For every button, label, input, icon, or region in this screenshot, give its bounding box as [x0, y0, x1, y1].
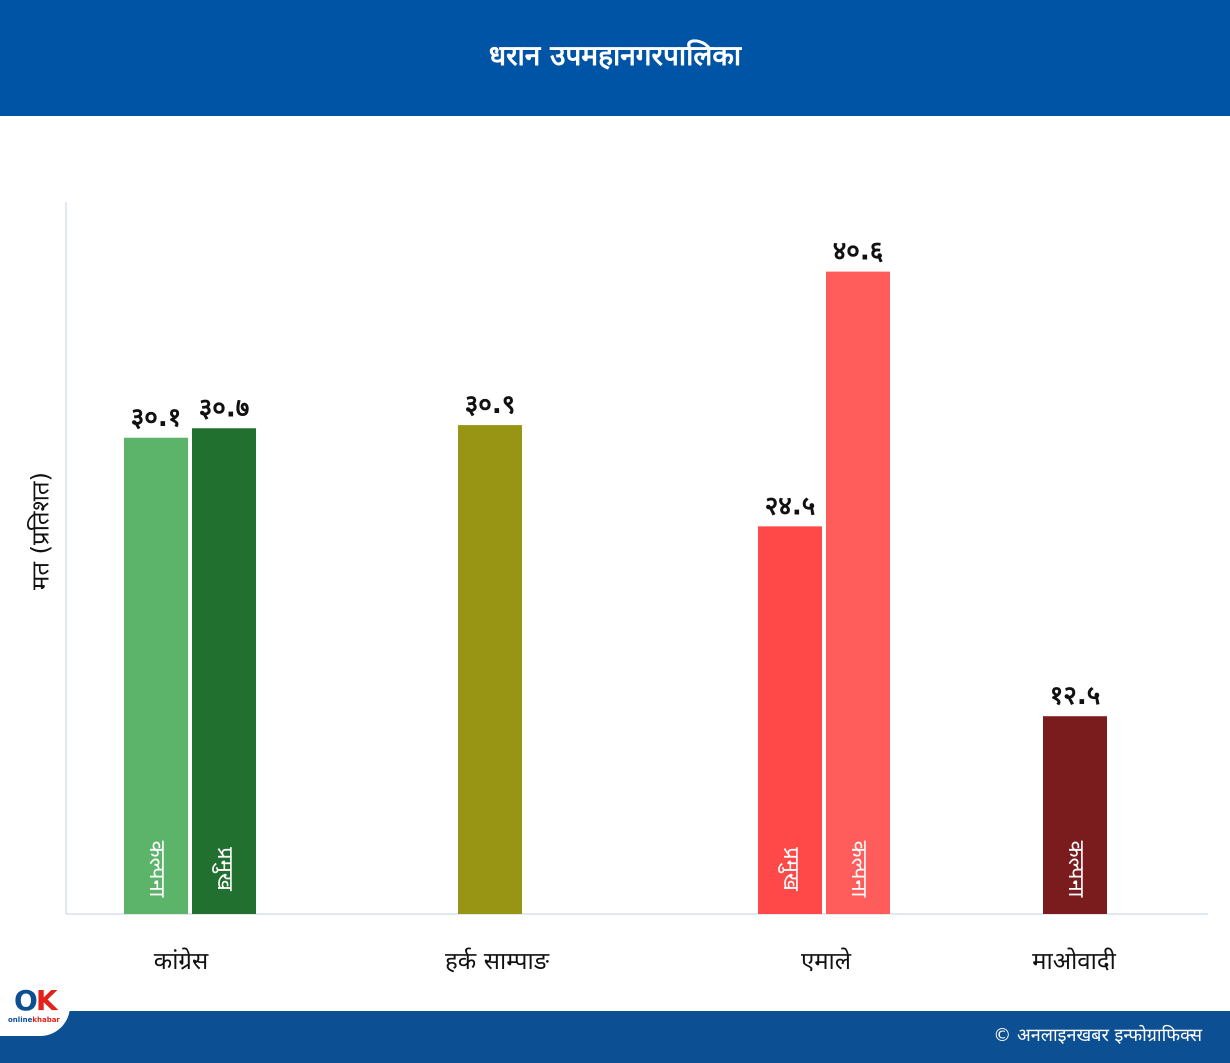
bar-chart: ३०.१ कल्पना ३०.७ प्रमुख ३०.९ २४.५ प्रमुख ४०.६ कल… — [0, 116, 1230, 1011]
bar-2 — [192, 428, 256, 914]
header-bar: धरान उपमहानगरपालिका — [0, 0, 1230, 116]
bar-inner-label-6: कल्पना — [1063, 841, 1088, 898]
bar-6 — [1043, 716, 1107, 914]
bar-4 — [758, 526, 822, 914]
bar-value-label-3: ३०.९ — [465, 390, 515, 420]
logo-mark: OK — [14, 984, 57, 1017]
bar-inner-label-2: प्रमुख — [212, 847, 237, 892]
x-category-label-2: हर्क साम्पाङ — [445, 947, 550, 975]
page-title: धरान उपमहानगरपालिका — [488, 39, 742, 72]
footer-credit: © अनलाइनखबर इन्फोग्राफिक्स — [993, 1025, 1202, 1046]
bar-inner-label-1: कल्पना — [144, 841, 169, 898]
bar-inner-label-4: प्रमुख — [778, 847, 803, 892]
bar-5 — [826, 271, 890, 914]
logo-wordmark: onlinekhabar — [8, 1016, 60, 1024]
bar-value-label-1: ३०.१ — [131, 403, 181, 433]
x-category-label-4: माओवादी — [1032, 947, 1116, 975]
bar-3 — [458, 425, 522, 914]
footer-bar: © अनलाइनखबर इन्फोग्राफिक्स — [0, 1011, 1230, 1063]
chart-canvas: ३०.१ कल्पना ३०.७ प्रमुख ३०.९ २४.५ प्रमुख ४०.६ कल… — [65, 202, 1208, 975]
onlinekhabar-logo: OK onlinekhabar — [0, 978, 70, 1036]
x-category-label-1: कांग्रेस — [154, 947, 209, 975]
bar-inner-label-5: कल्पना — [846, 841, 871, 898]
bar-value-label-2: ३०.७ — [199, 393, 249, 423]
bar-1 — [124, 437, 188, 914]
bar-value-label-5: ४०.६ — [833, 237, 883, 267]
x-category-label-3: एमाले — [801, 947, 852, 975]
bar-value-label-6: १२.५ — [1050, 681, 1100, 711]
bar-value-label-4: २४.५ — [765, 491, 815, 521]
y-axis-label: मत (प्रतिशत) — [26, 472, 55, 590]
